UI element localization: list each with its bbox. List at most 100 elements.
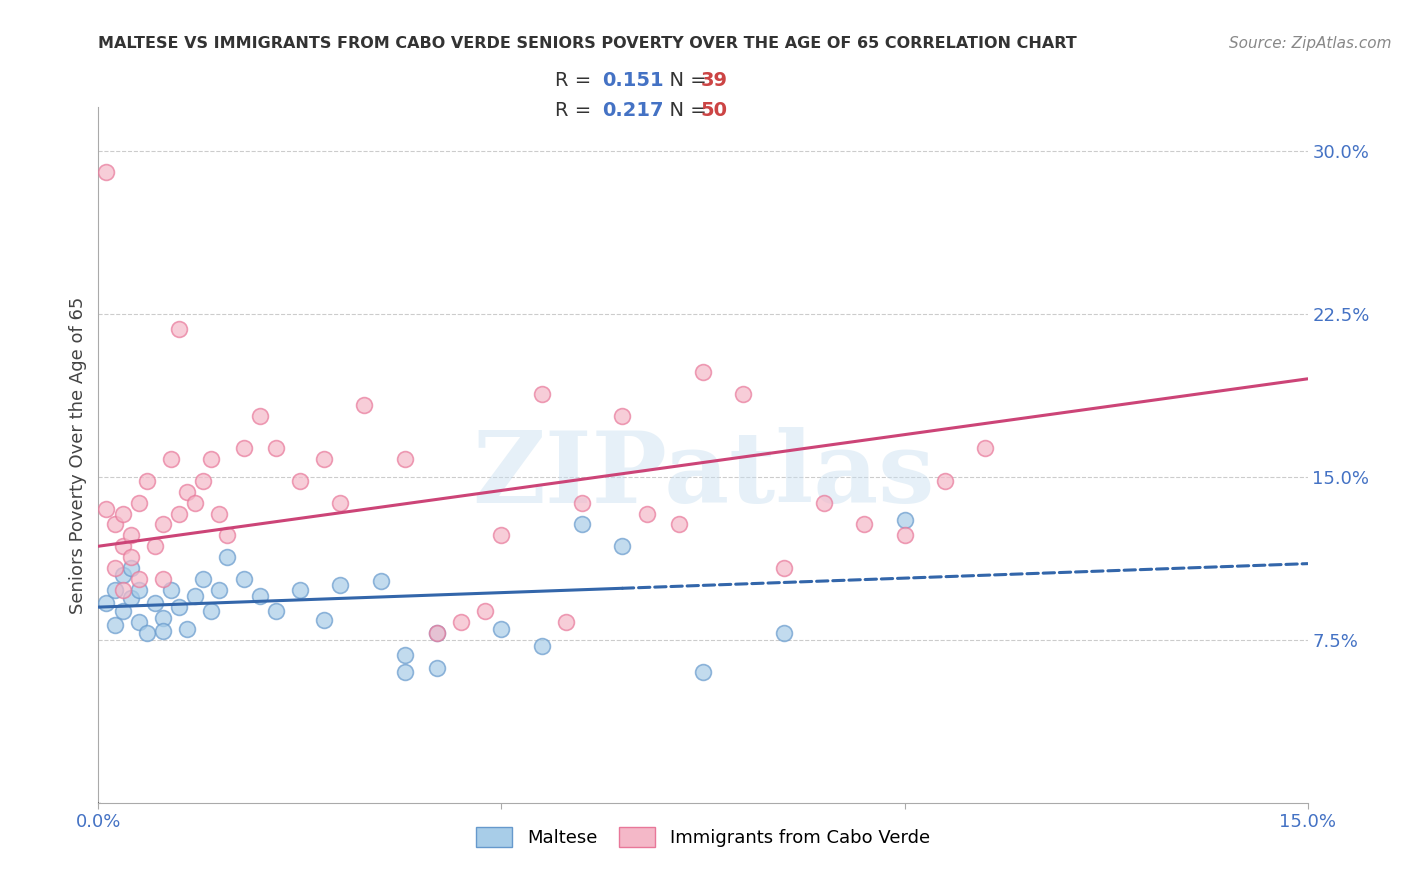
Point [111,605,134,619]
Point [193,474,215,488]
Point [530,387,553,401]
Point [426,626,449,640]
Point [111,539,134,553]
Text: N =: N = [657,70,713,90]
Point [111,567,134,582]
Y-axis label: Seniors Poverty Over the Age of 65: Seniors Poverty Over the Age of 65 [69,296,87,614]
Text: R =: R = [98,802,101,803]
Point [200,605,222,619]
Point [143,596,166,610]
Point [329,578,352,592]
Point [184,496,207,510]
Point [491,528,513,542]
Point [128,572,150,586]
Point [668,517,690,532]
Point [893,528,915,542]
Point [135,626,157,640]
Point [394,452,416,467]
Point [314,613,336,627]
Text: N =: N = [657,101,713,120]
Point [152,611,174,625]
Point [208,582,231,597]
Point [167,600,190,615]
Point [893,513,915,527]
Point [314,452,336,467]
Point [394,648,416,662]
Point [530,639,553,653]
Point [111,507,134,521]
Text: 50: 50 [700,101,727,120]
Point [176,484,198,499]
Text: R =: R = [555,70,598,90]
Point [370,574,392,588]
Point [128,496,150,510]
Point [152,572,174,586]
Text: 0.217: 0.217 [602,101,664,120]
Point [249,589,271,603]
Text: 39: 39 [700,70,727,90]
Point [111,582,134,597]
Point [974,442,997,456]
Point [143,539,166,553]
Point [813,496,835,510]
Point [733,387,755,401]
Point [103,561,125,575]
Point [120,591,142,606]
Point [120,561,142,575]
Point [167,322,190,336]
Point [232,572,254,586]
Point [103,517,125,532]
Point [288,582,311,597]
Point [249,409,271,423]
Point [96,165,118,179]
Point [208,507,231,521]
Point [636,507,658,521]
Point [353,398,375,412]
Point [103,617,125,632]
Point [217,550,239,565]
Point [934,474,956,488]
Point [692,365,714,379]
Text: R =: R = [555,101,598,120]
Point [128,582,150,597]
Point [853,517,876,532]
Point [692,665,714,680]
Text: 0.151: 0.151 [602,70,664,90]
Text: Source: ZipAtlas.com: Source: ZipAtlas.com [1229,36,1392,51]
Legend: Maltese, Immigrants from Cabo Verde: Maltese, Immigrants from Cabo Verde [467,817,939,856]
Point [200,452,222,467]
Text: ZIPatlas: ZIPatlas [472,427,934,524]
Point [571,496,593,510]
Point [394,665,416,680]
Point [555,615,578,630]
Point [329,496,352,510]
Point [120,550,142,565]
Point [128,615,150,630]
Point [176,622,198,636]
Point [264,442,287,456]
Point [135,474,157,488]
Point [772,626,794,640]
Point [96,596,118,610]
Point [264,605,287,619]
Point [288,474,311,488]
Point [152,624,174,638]
Point [103,582,125,597]
Point [232,442,254,456]
Point [193,572,215,586]
Point [160,582,183,597]
Point [612,409,634,423]
Point [772,561,794,575]
Point [120,528,142,542]
Text: MALTESE VS IMMIGRANTS FROM CABO VERDE SENIORS POVERTY OVER THE AGE OF 65 CORRELA: MALTESE VS IMMIGRANTS FROM CABO VERDE SE… [98,36,1077,51]
Point [160,452,183,467]
Point [152,517,174,532]
Point [167,507,190,521]
Point [571,517,593,532]
Point [474,605,496,619]
Point [426,661,449,675]
Point [96,502,118,516]
Point [426,626,449,640]
Point [217,528,239,542]
Point [184,589,207,603]
